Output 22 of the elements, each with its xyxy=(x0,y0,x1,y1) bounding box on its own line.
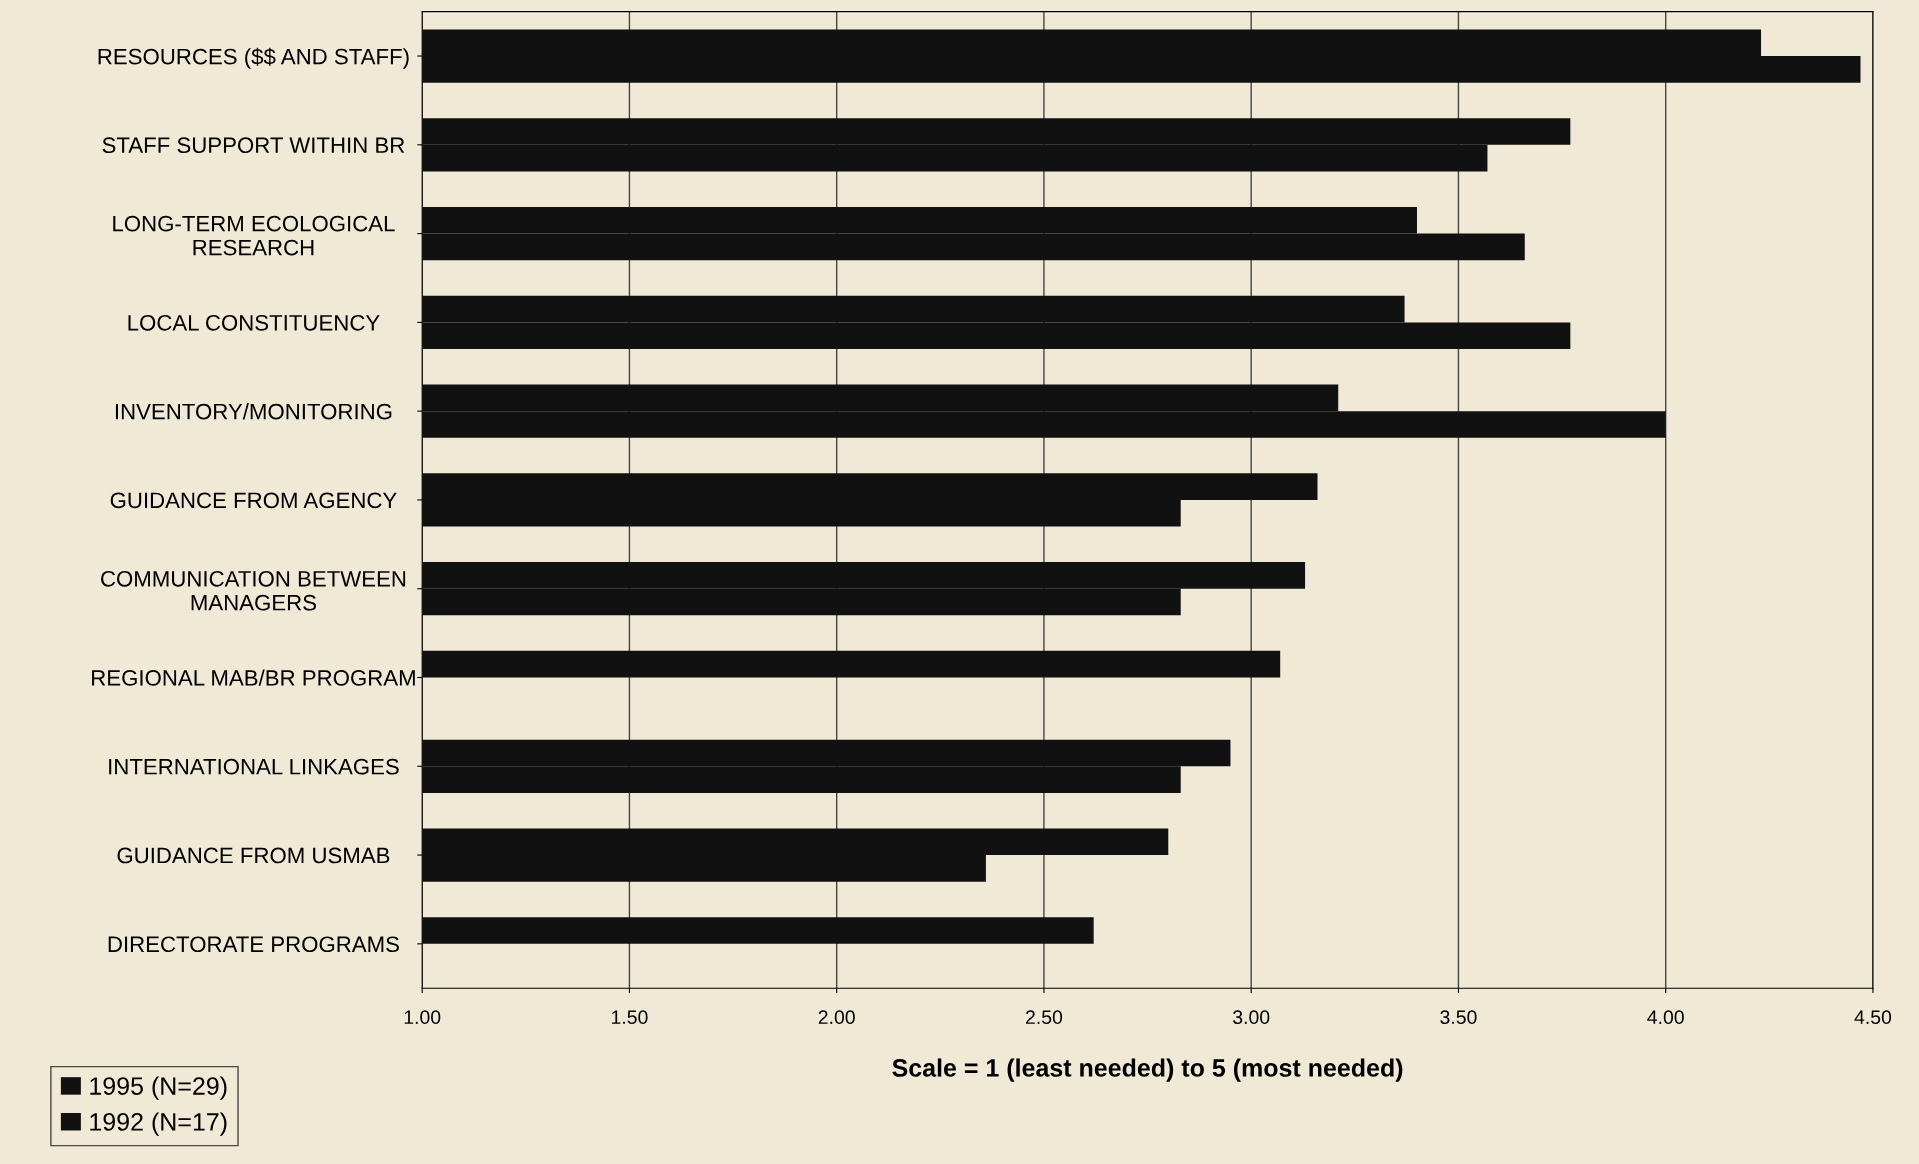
y-tick-label: INTERNATIONAL LINKAGES xyxy=(109,758,399,775)
y-tick-label: GUIDANCE FROM USMAB xyxy=(117,847,390,864)
y-tick-label: DIRECTORATE PROGRAMS xyxy=(108,936,399,953)
legend-label: 1995 (N=29) xyxy=(90,1076,227,1100)
y-tick-label: RESOURCES ($$ AND STAFF) xyxy=(98,47,409,69)
y-tick-label: REGIONAL MAB/BR PROGRAM xyxy=(92,669,415,686)
y-tick-label: LONG-TERM ECOLOGICAL RESEARCH xyxy=(113,215,395,256)
y-tick-label: INVENTORY/MONITORING xyxy=(115,403,392,420)
x-tick-label: 3.00 xyxy=(1233,1010,1270,1025)
y-tick-label: STAFF SUPPORT WITHIN BR xyxy=(102,137,405,154)
x-tick-label: 3.50 xyxy=(1440,1010,1477,1025)
x-axis-title: Scale = 1 (least needed) to 5 (most needed) xyxy=(892,1058,1403,1082)
x-tick-label: 4.50 xyxy=(1854,1010,1892,1025)
x-tick-label: 2.00 xyxy=(818,1010,855,1025)
y-tick-label: COMMUNICATION BETWEEN MANAGERS xyxy=(101,570,406,611)
x-tick-label: 2.50 xyxy=(1025,1010,1063,1025)
x-tick-label: 1.00 xyxy=(404,1010,441,1025)
x-tick-label: 4.00 xyxy=(1647,1010,1684,1025)
y-tick-label: LOCAL CONSTITUENCY xyxy=(128,314,380,331)
x-tick-label: 1.50 xyxy=(611,1010,648,1025)
y-tick-label: GUIDANCE FROM AGENCY xyxy=(110,492,397,509)
legend-label: 1992 (N=17) xyxy=(90,1112,227,1136)
